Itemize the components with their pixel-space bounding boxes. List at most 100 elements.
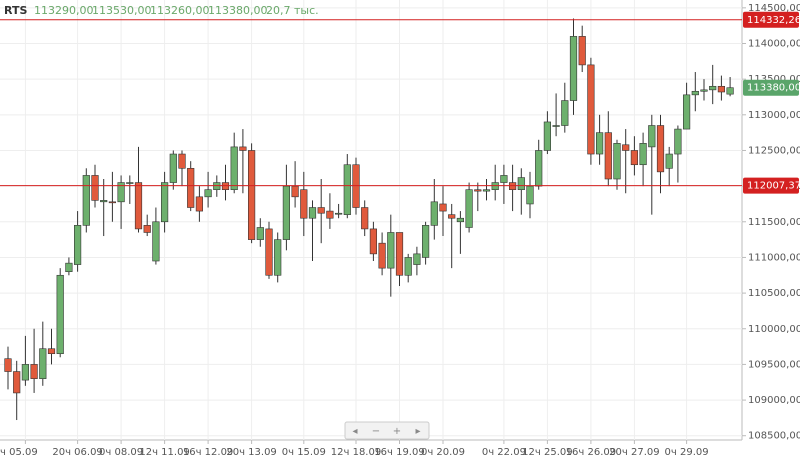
x-tick-label: 0ч 29.09 (665, 447, 709, 458)
candle-body (74, 225, 82, 265)
candle-body (517, 177, 525, 190)
ohlc-label: 113380,00 (208, 4, 268, 17)
nav-zoom-in[interactable]: + (393, 426, 401, 437)
candle-body (100, 200, 108, 203)
candle-body (30, 364, 38, 379)
x-tick-label: 12ч 18.09 (331, 447, 381, 458)
ohlc-label: 113290,00 (34, 4, 94, 17)
candle-body (256, 227, 264, 240)
candle-body (448, 214, 456, 219)
candle-body (595, 132, 604, 155)
candle-body (709, 85, 717, 91)
candle-body (274, 239, 282, 276)
x-tick-label: 0ч 15.09 (282, 447, 326, 458)
candle-body (143, 225, 151, 233)
candle-body (482, 189, 491, 192)
candle-body (213, 182, 221, 190)
candle-body (682, 94, 691, 130)
candle-body (648, 125, 656, 148)
navigation: ◂ − + ▸ (344, 421, 430, 440)
candle-body (21, 364, 30, 381)
candle-body (578, 36, 586, 66)
candle-body (239, 146, 247, 151)
price-tag (743, 177, 799, 194)
x-tick-label: 16ч 19.09 (374, 447, 424, 458)
candle-body (352, 164, 360, 208)
candle-body (726, 87, 734, 95)
price-tag (743, 11, 799, 28)
candle-body (108, 201, 116, 204)
price-tag-label: 112007,37 (747, 181, 800, 192)
nav-left[interactable]: ◂ (352, 426, 357, 437)
y-tick-label: 109000,00 (748, 395, 800, 406)
candle-body (265, 228, 273, 276)
y-tick-label: 114000,00 (748, 39, 800, 50)
candle-body (326, 210, 334, 219)
y-tick-label: 110500,00 (748, 288, 800, 299)
candle-body (334, 212, 343, 215)
candle-body (39, 348, 47, 379)
candle-body (378, 242, 386, 269)
candle-body (404, 257, 412, 276)
candle-body (569, 36, 578, 101)
candle-body (187, 167, 195, 208)
candle-body (117, 182, 125, 203)
x-tick-label: 12ч 11.09 (139, 447, 189, 458)
candle-body (526, 185, 534, 205)
candle-body (221, 182, 230, 190)
candle-body (169, 153, 177, 183)
candle-body (543, 121, 551, 151)
nav-zoom-out[interactable]: − (372, 426, 380, 437)
candle-body (282, 185, 291, 240)
candle-body (195, 196, 204, 212)
candle-body (639, 143, 647, 166)
y-tick-label: 111000,00 (748, 252, 800, 263)
candle-body (300, 189, 308, 219)
x-tick-label: 0ч 20.09 (421, 447, 465, 458)
candle-body (552, 125, 560, 127)
x-tick-label: 12ч 25.09 (522, 447, 572, 458)
ticker: RTS (4, 4, 27, 17)
candle-body (491, 182, 499, 190)
y-tick-label: 113000,00 (748, 110, 800, 121)
y-tick-label: 109500,00 (748, 359, 800, 370)
x-tick-label: ч 05.09 (0, 447, 38, 458)
y-tick-label: 108500,00 (748, 431, 800, 442)
x-tick-label: 16ч 12.09 (183, 447, 233, 458)
candle-body (4, 358, 12, 372)
candle-body (413, 253, 421, 265)
candle-body (587, 64, 595, 155)
candle-body (508, 182, 517, 190)
candle-body (56, 274, 64, 355)
y-tick-label: 111500,00 (748, 217, 800, 228)
candle-body (65, 262, 73, 273)
candle-body (13, 371, 21, 394)
candle-body (308, 207, 317, 219)
y-tick-label: 110000,00 (748, 324, 800, 335)
candle-body (178, 153, 186, 169)
x-tick-label: 0ч 22.09 (482, 447, 526, 458)
candle-body (561, 100, 569, 126)
nav-panel (344, 421, 430, 440)
candle-body (430, 201, 438, 226)
x-tick-label: 20ч 06.09 (52, 447, 102, 458)
x-tick-label: 20ч 27.09 (609, 447, 659, 458)
nav-right[interactable]: ▸ (415, 426, 420, 437)
price-tag-label: 113380,00 (747, 83, 800, 94)
candle-body (387, 232, 395, 269)
candle-body (665, 153, 673, 169)
candle-body (535, 150, 543, 187)
candle-body (317, 207, 325, 214)
candle-body (700, 89, 708, 92)
candle-body (248, 150, 256, 240)
candle-body (439, 203, 447, 212)
candle-body (291, 185, 299, 198)
candle-body (369, 228, 378, 255)
candle-body (126, 182, 134, 184)
candle-body (82, 175, 90, 226)
volume-label: 20,7 тыс. (266, 4, 319, 17)
candle-body (604, 132, 612, 180)
candle-body (134, 182, 143, 230)
price-tag-label: 114332,26 (747, 15, 800, 26)
